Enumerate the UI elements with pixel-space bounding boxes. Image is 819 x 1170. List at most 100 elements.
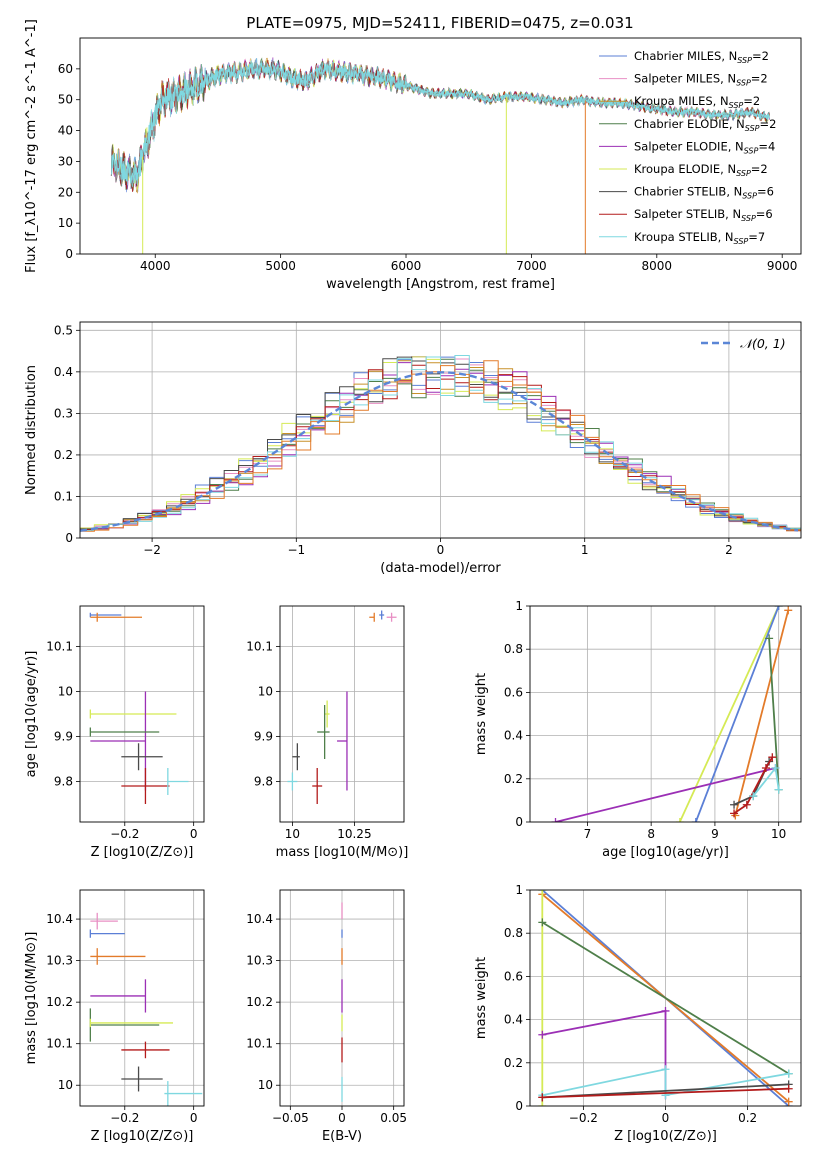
x-axis-label: Z [log10(Z/Z⊙)] xyxy=(91,1129,194,1144)
x-tick-label: 0 xyxy=(437,543,445,557)
y-tick-label: 10.3 xyxy=(46,954,73,968)
age-vs-mass-panel: 10 10.25 9.8 9.9 10 10.1 mass [log10(M/M⊙)] xyxy=(246,605,408,860)
errorbar-point xyxy=(90,691,147,791)
y-tick-label: 0.4 xyxy=(54,365,73,379)
y-tick-label: 10.2 xyxy=(246,995,273,1009)
weight-series xyxy=(734,610,790,816)
x-axis-label: Z [log10(Z/Z⊙)] xyxy=(91,845,194,860)
weight-marker xyxy=(538,1030,547,1039)
y-tick-label: 0.8 xyxy=(504,642,523,656)
legend-label: Kroupa ELODIE, NSSP=2 xyxy=(634,162,768,178)
spectrum-legend: Chabrier MILES, NSSP=2 Salpeter MILES, NS… xyxy=(599,49,776,246)
y-tick-label: 0.6 xyxy=(504,685,523,699)
x-axis-label: E(B-V) xyxy=(322,1129,362,1144)
legend-label: Kroupa STELIB, NSSP=7 xyxy=(634,230,765,246)
errorbar-point xyxy=(121,768,170,804)
x-tick-label: 0 xyxy=(338,1111,346,1125)
weight-marker xyxy=(538,1102,547,1106)
errorbar-point xyxy=(121,1041,170,1059)
x-tick-label: 8000 xyxy=(642,259,673,273)
y-tick-label: 10 xyxy=(58,685,73,699)
axes-frame xyxy=(79,605,205,823)
weight-series xyxy=(541,921,790,1075)
x-tick-label: −0.05 xyxy=(272,1111,309,1125)
y-tick-label: 30 xyxy=(58,154,73,168)
x-tick-label: 0.2 xyxy=(738,1111,757,1125)
weight-marker xyxy=(761,764,770,772)
histogram-series xyxy=(80,355,801,534)
weight-marker xyxy=(538,918,547,927)
y-tick-label: 1 xyxy=(515,599,523,613)
legend-label: Salpeter STELIB, NSSP=6 xyxy=(634,207,773,223)
errorbar-point xyxy=(324,700,330,728)
y-axis-label: mass weight xyxy=(474,673,489,755)
weight-marker xyxy=(691,818,700,822)
errorbar-point xyxy=(386,612,397,622)
x-tick-label: 2 xyxy=(725,543,733,557)
y-tick-label: 0.2 xyxy=(504,772,523,786)
figure-title: PLATE=0975, MJD=52411, FIBERID=0475, z=0… xyxy=(246,14,633,32)
weight-marker xyxy=(784,606,793,615)
x-tick-label: 10 xyxy=(285,827,300,841)
x-tick-label: 0.05 xyxy=(380,1111,407,1125)
y-axis-label: Normed distribution xyxy=(24,365,39,495)
y-tick-label: 0.2 xyxy=(504,1056,523,1070)
errorbar-point xyxy=(90,979,147,1013)
y-tick-label: 0.2 xyxy=(54,448,73,462)
y-tick-label: 10.4 xyxy=(246,912,273,926)
errorbar-point xyxy=(337,691,348,791)
errorbar-point xyxy=(89,1018,173,1028)
errorbar-point xyxy=(90,948,146,965)
weight-series xyxy=(733,756,774,815)
legend-label: 𝒩(0, 1) xyxy=(740,336,786,351)
x-tick-label: 0 xyxy=(190,1111,198,1125)
residuals-panel: −2 −1 0 1 2 0 0.1 0.2 0.3 0.4 0.5 (data-model)/erro… xyxy=(24,321,802,576)
x-tick-label: −0.2 xyxy=(569,1111,598,1125)
legend-label: Chabrier STELIB, NSSP=6 xyxy=(634,185,774,201)
errorbar-point xyxy=(90,612,142,622)
errorbar-point xyxy=(369,612,375,622)
weight-marker xyxy=(784,1084,793,1093)
weight-marker xyxy=(784,1097,793,1106)
weight-marker xyxy=(551,818,560,822)
y-tick-label: 9.9 xyxy=(254,730,273,744)
weight-vs-Z-panel: −0.2 0 0.2 0 0.2 0.4 0.6 0.8 1 Z [log10(Z/Z⊙)] mas… xyxy=(474,883,802,1144)
y-tick-label: 9.8 xyxy=(54,775,73,789)
gaussian-curve xyxy=(80,371,799,532)
errorbar-point xyxy=(89,612,122,618)
weight-series xyxy=(768,638,780,790)
weight-marker xyxy=(661,1065,670,1074)
weight-lines xyxy=(538,890,793,1106)
weight-series xyxy=(542,1087,789,1099)
y-tick-label: 0 xyxy=(515,1099,523,1113)
weight-marker xyxy=(675,818,684,822)
y-tick-label: 0.5 xyxy=(54,323,73,337)
spectrum-panel: 4000 5000 6000 7000 8000 9000 0 10 20 30 40 50 60 wav… xyxy=(24,19,802,292)
y-tick-label: 10.1 xyxy=(46,1037,73,1051)
legend-label: Kroupa MILES, NSSP=2 xyxy=(634,94,760,110)
x-tick-label: 0 xyxy=(662,1111,670,1125)
x-tick-label: −0.2 xyxy=(110,827,139,841)
x-tick-label: 6000 xyxy=(391,259,422,273)
y-axis-label: age [log10(age/yr)] xyxy=(24,651,39,778)
y-tick-label: 0.1 xyxy=(54,489,73,503)
weight-series xyxy=(542,1068,789,1097)
axes-frame xyxy=(79,37,802,255)
x-tick-label: 4000 xyxy=(140,259,171,273)
x-tick-label: 0 xyxy=(190,827,198,841)
errorbar-point xyxy=(287,772,298,791)
legend-label: Salpeter ELODIE, NSSP=4 xyxy=(634,139,775,155)
errorbars xyxy=(89,612,189,804)
weight-marker xyxy=(730,800,739,809)
x-tick-label: −1 xyxy=(287,543,305,557)
weight-marker xyxy=(538,890,547,894)
axes-frame xyxy=(279,605,405,823)
y-tick-label: 0 xyxy=(515,815,523,829)
weight-marker xyxy=(774,785,783,794)
x-tick-label: −2 xyxy=(143,543,161,557)
mass-vs-Z-panel: −0.2 0 10 10.1 10.2 10.3 10.4 Z [log10(Z/Z⊙)] ma… xyxy=(24,889,205,1144)
x-tick-label: −0.2 xyxy=(110,1111,139,1125)
weight-series xyxy=(555,767,776,822)
y-tick-label: 10 xyxy=(58,216,73,230)
y-tick-label: 60 xyxy=(58,62,73,76)
